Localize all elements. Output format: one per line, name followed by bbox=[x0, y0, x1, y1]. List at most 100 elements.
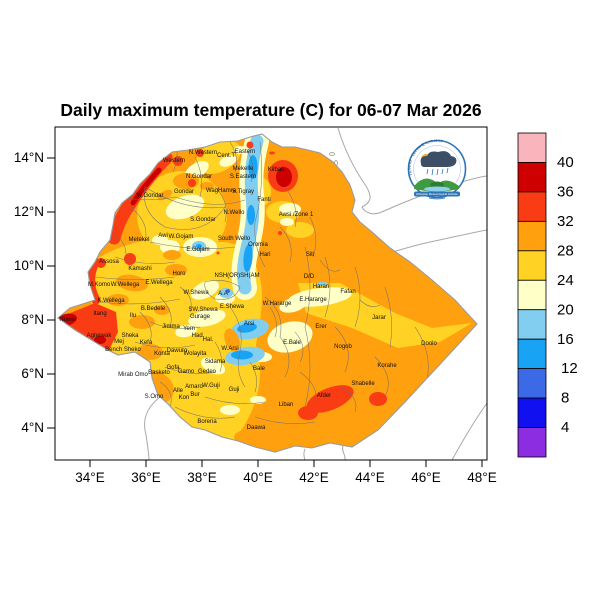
region-label: Mirab Omo bbox=[118, 372, 148, 378]
region-label: N.Western bbox=[189, 150, 217, 156]
colorbar-cell bbox=[517, 191, 547, 222]
colorbar-cell bbox=[517, 250, 547, 281]
region-label: Guji bbox=[229, 387, 240, 393]
x-axis: 34°E 36°E 38°E 40°E 42°E 44°E 46°E 48°E bbox=[75, 460, 497, 485]
colorbar-cell bbox=[517, 279, 547, 311]
southwest-border bbox=[144, 396, 161, 460]
colorbar-label: 36 bbox=[557, 184, 574, 201]
region-label: Bale bbox=[253, 366, 266, 372]
y-axis: 14°N 12°N 10°N 8°N 6°N 4°N bbox=[14, 150, 55, 435]
page-title: Daily maximum temperature (C) for 06-07 … bbox=[60, 100, 482, 120]
region-label: Western bbox=[163, 158, 185, 164]
region-label: Doolo bbox=[421, 341, 437, 347]
region-label: Jarar bbox=[372, 315, 386, 321]
somalia-coastline bbox=[451, 402, 487, 460]
region-label: Bur bbox=[190, 392, 199, 398]
region-label: WagHamra bbox=[206, 188, 237, 194]
x-tick-label: 48°E bbox=[467, 470, 496, 485]
region-label: Kamashi bbox=[128, 266, 151, 272]
kenya-somalia-border bbox=[342, 445, 346, 460]
logo-wave bbox=[428, 197, 446, 200]
region-label: Liban bbox=[279, 402, 294, 408]
colorbar-cell bbox=[517, 338, 547, 370]
meteorological-institute-logo: የኢትዮጵያ ሚቲዮሮሎጂ ኢንስቲትዩት Ethiopian Meteorol… bbox=[407, 138, 467, 200]
colorbar-cell bbox=[517, 397, 547, 428]
region-label: Kilbati bbox=[268, 167, 284, 173]
region-label: Fafan bbox=[340, 289, 355, 295]
colorbar-label: 32 bbox=[557, 213, 574, 230]
colorbar-cell bbox=[517, 132, 547, 163]
colorbar-label: 40 bbox=[557, 154, 574, 171]
region-label: S.Gondar bbox=[190, 217, 216, 223]
region-label: E.Shewa bbox=[220, 304, 245, 310]
x-tick-label: 46°E bbox=[411, 470, 440, 485]
colorbar-label: 8 bbox=[561, 390, 569, 407]
region-label: W.Arsi bbox=[221, 346, 238, 352]
region-label: Kefa bbox=[140, 340, 153, 346]
region-label: K.Wellega bbox=[97, 298, 125, 304]
region-label: Gurage bbox=[190, 314, 211, 320]
region-label: SW.Shewa bbox=[188, 307, 218, 313]
region-label: Kon bbox=[179, 395, 190, 401]
colorbar-label: 20 bbox=[557, 301, 574, 318]
x-tick-label: 44°E bbox=[355, 470, 384, 485]
y-tick-label: 8°N bbox=[21, 312, 44, 327]
x-tick-label: 34°E bbox=[75, 470, 104, 485]
region-label: W.Wellega bbox=[111, 282, 140, 288]
region-label: E.Gojam bbox=[186, 247, 209, 253]
hill-icon bbox=[430, 181, 444, 188]
region-label: Yem bbox=[183, 326, 195, 332]
y-tick-label: 4°N bbox=[21, 420, 44, 435]
region-label: E.Hararge bbox=[299, 297, 327, 303]
region-label: Had. bbox=[192, 333, 205, 339]
region-label: Awsi /Zone 1 bbox=[279, 212, 314, 218]
colorbar-cell bbox=[517, 368, 547, 399]
region-label: B.Bedele bbox=[141, 306, 166, 312]
colorbar-cell bbox=[517, 309, 547, 340]
region-label: W.Guji bbox=[202, 383, 220, 389]
region-label: Gedeo bbox=[198, 369, 217, 375]
region-label: W.Gondar bbox=[136, 193, 163, 199]
region-label: Daawa bbox=[247, 425, 266, 431]
region-label: Oromia bbox=[248, 242, 268, 248]
region-label: Alle bbox=[173, 388, 184, 394]
region-label: Bench Sheko bbox=[105, 347, 141, 353]
colorbar-label: 12 bbox=[561, 360, 578, 377]
region-label: Harari bbox=[313, 284, 329, 290]
y-tick-label: 12°N bbox=[14, 204, 44, 219]
logo-banner-text: Ethiopian Meteorological Institute bbox=[416, 192, 458, 196]
region-label: N.Gondar bbox=[186, 174, 212, 180]
colorbar-label: 16 bbox=[557, 331, 574, 348]
logo-banner bbox=[414, 191, 460, 197]
region-label: Korahe bbox=[377, 363, 397, 369]
region-label: Nogob bbox=[334, 344, 352, 350]
region-label: N.Wello bbox=[224, 210, 246, 216]
region-label: E.Bale bbox=[283, 340, 301, 346]
colorbar-cell bbox=[517, 220, 547, 252]
region-label: A.A bbox=[218, 291, 228, 297]
region-label: Gondar bbox=[174, 189, 194, 195]
temperature-field bbox=[58, 134, 477, 452]
region-label: Mekelle bbox=[233, 166, 254, 172]
region-label: Hal. bbox=[203, 337, 214, 343]
region-label: Metekel bbox=[128, 237, 149, 243]
region-label: S.Eastern bbox=[230, 174, 256, 180]
colorbar-label: 4 bbox=[561, 419, 569, 436]
region-label: Cent.T bbox=[217, 153, 235, 159]
water-icon bbox=[424, 186, 450, 192]
x-tick-label: 38°E bbox=[187, 470, 216, 485]
region-label: Agnewak bbox=[87, 333, 113, 339]
region-label: Eastern bbox=[235, 149, 256, 155]
region-label: D/D bbox=[304, 274, 315, 280]
y-tick-label: 14°N bbox=[14, 150, 44, 165]
region-label: Shabelle bbox=[351, 381, 375, 387]
island bbox=[329, 152, 335, 156]
region-label: Erer bbox=[315, 324, 326, 330]
region-label: Awi bbox=[158, 233, 168, 239]
region-label: Ilu bbox=[130, 313, 136, 319]
region-label: Konta bbox=[154, 351, 170, 357]
region-label: South Wello bbox=[218, 236, 251, 242]
region-label: Itang bbox=[93, 311, 106, 317]
map-frame bbox=[54, 126, 488, 461]
